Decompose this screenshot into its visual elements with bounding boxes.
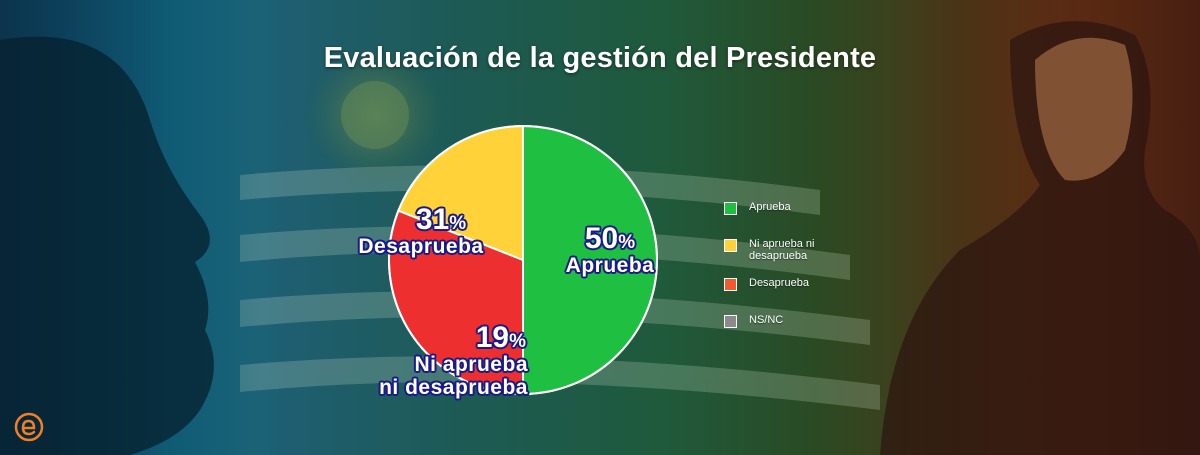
legend-label: Aprueba <box>749 201 791 213</box>
legend-swatch <box>724 315 737 328</box>
e-logo-icon <box>14 412 44 442</box>
legend-item-nsnc: NS/NC <box>724 314 839 328</box>
legend-label: Ni aprueba ni desaprueba <box>749 238 815 262</box>
sun-emblem <box>305 45 445 185</box>
desaprueba-category-text: Desaprueba <box>358 235 484 258</box>
legend-swatch <box>724 202 737 215</box>
desaprueba-value-text: 31 <box>415 203 450 236</box>
legend-swatch <box>724 278 737 291</box>
chart-title: Evaluación de la gestión del Presidente <box>323 42 877 74</box>
legend-label: NS/NC <box>749 314 784 326</box>
aprueba-value-text: 50 <box>584 222 619 255</box>
ni-category-line1: Ni aprueba <box>414 353 528 376</box>
aprueba-percent-sign: % <box>618 232 636 253</box>
legend-item-desaprueba: Desaprueba <box>724 277 839 291</box>
slice-label-desaprueba: 31% Desaprueba <box>340 203 502 259</box>
pie-outline <box>388 125 658 395</box>
right-portrait-silhouette <box>880 0 1200 455</box>
ni-value-text: 19 <box>475 321 510 354</box>
legend-label: Desaprueba <box>749 277 809 289</box>
legend-item-aprueba: Aprueba <box>724 201 839 215</box>
left-portrait-silhouette <box>0 0 260 455</box>
legend-swatch <box>724 239 737 252</box>
aprueba-category-text: Aprueba <box>565 254 655 277</box>
desaprueba-percent-sign: % <box>449 213 467 234</box>
ni-percent-sign: % <box>509 331 526 352</box>
slice-label-ni: 19% Ni aprueba ni desaprueba <box>368 321 528 400</box>
legend-item-ni: Ni aprueba ni desaprueba <box>724 238 841 262</box>
ni-category-line2: ni desaprueba <box>379 376 528 399</box>
slice-label-aprueba: 50% Aprueba <box>550 222 670 278</box>
